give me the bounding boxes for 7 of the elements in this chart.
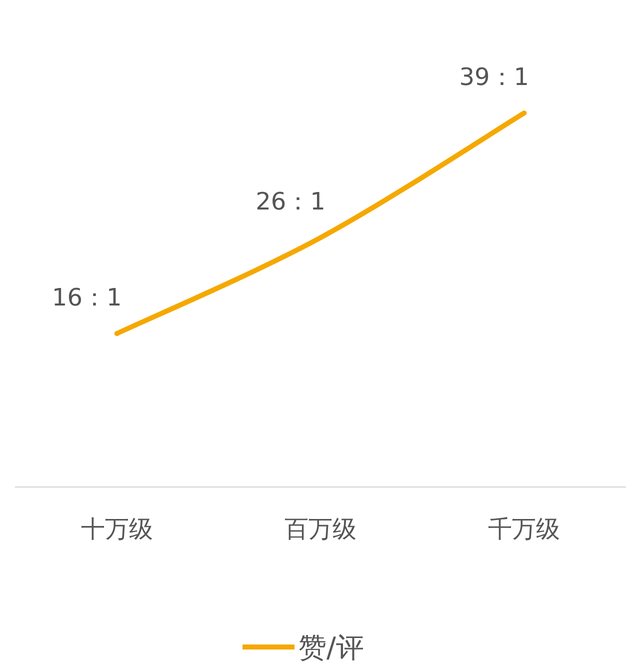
data-label: 26：1 [256,188,326,216]
x-tick-label: 百万级 [284,515,356,543]
data-label: 16：1 [52,284,122,312]
x-tick-label: 千万级 [488,515,560,543]
data-label: 39：1 [459,63,530,91]
x-tick-label: 十万级 [80,515,153,543]
legend-label: 赞/评 [298,631,364,664]
